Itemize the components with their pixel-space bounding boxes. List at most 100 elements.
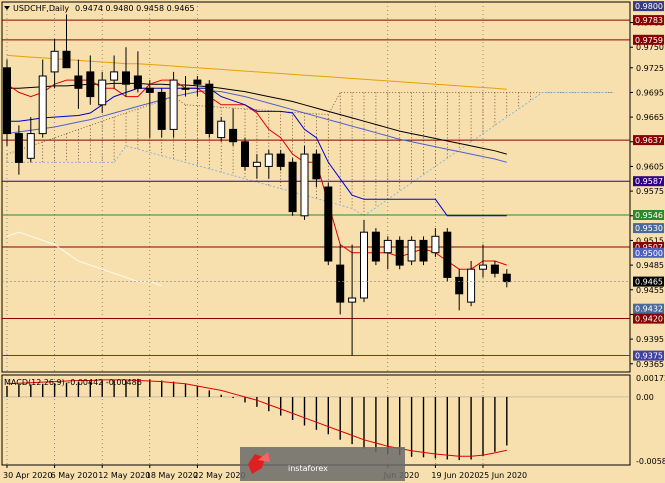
date-tick-label: 18 May 2020	[146, 471, 198, 480]
level-tag-box	[633, 210, 664, 220]
date-tick-label: 22 May 2020	[193, 471, 245, 480]
candle-body	[3, 67, 11, 135]
cloud-span-b	[7, 91, 614, 217]
level-tag-label: 0.9637	[635, 136, 663, 145]
candle-body	[217, 120, 226, 139]
price-tick-label: 0.9575	[636, 187, 664, 196]
level-tag-label: 0.9800	[635, 2, 663, 11]
ohlc-readout: 0.9474 0.9480 0.9458 0.9465	[75, 4, 195, 13]
ma-blue-line	[6, 90, 507, 163]
level-tag-box	[633, 223, 664, 234]
candles	[2, 14, 630, 356]
chikou-line	[6, 231, 162, 287]
candle-body	[74, 75, 83, 89]
candle-body	[157, 91, 166, 130]
price-tick-label: 0.9695	[636, 88, 664, 97]
candle-body	[38, 75, 47, 135]
symbol-label: USDCHF,Daily	[13, 4, 69, 13]
candle-body	[371, 231, 380, 262]
candle-body	[264, 153, 273, 167]
candle-body	[324, 186, 333, 262]
instaforex-logo-icon	[248, 452, 270, 474]
date-tick-label: 19 Jun 2020	[431, 471, 479, 480]
level-tag-box	[633, 1, 664, 12]
candle-body	[50, 50, 59, 73]
candle-body	[479, 264, 487, 270]
candle-body	[229, 128, 238, 143]
price-tick-label: 0.9725	[636, 64, 664, 73]
candle-body	[502, 273, 511, 283]
level-tag-box	[633, 34, 664, 45]
candle-body	[133, 75, 142, 89]
candle-body	[336, 264, 345, 303]
candle-body	[14, 133, 23, 163]
level-tag-label: 0.9783	[635, 16, 663, 25]
candle-body	[431, 235, 440, 254]
level-tag-box	[633, 276, 664, 287]
candle-body	[62, 50, 71, 69]
level-tags: 0.9800 0.9783 0.9759 0.9637 0.9587 0.9546 0.95…	[633, 1, 664, 361]
price-pane-frame	[1, 1, 631, 373]
candle-body	[490, 264, 499, 274]
candle-body	[241, 141, 249, 168]
level-tag-label: 0.9500	[635, 249, 663, 258]
grid	[6, 2, 484, 465]
price-tick-label: 0.9515	[636, 236, 664, 245]
candle-body	[383, 239, 392, 254]
ichimoku-cloud	[6, 91, 614, 217]
candle-body	[348, 297, 357, 303]
level-tag-box	[633, 242, 664, 252]
price-tick-label: 0.9485	[636, 261, 664, 270]
symbol-dropdown-icon[interactable]	[4, 6, 10, 10]
candle-body	[145, 87, 154, 93]
level-tag-label: 0.9420	[635, 315, 663, 324]
level-tag-box	[633, 15, 664, 26]
candle-body	[455, 276, 464, 295]
candle-body	[276, 153, 285, 167]
macd-signal-line	[6, 379, 507, 457]
candle-body	[26, 133, 35, 159]
candle-body	[395, 239, 404, 266]
candle-body	[86, 71, 95, 98]
candle-body	[98, 79, 107, 106]
candle-body	[205, 83, 214, 134]
macd-label: MACD(12,26,9) -0.00442 -0.00486	[4, 378, 142, 387]
candle-body	[252, 161, 261, 167]
date-tick-label: 25 Jun 2020	[479, 471, 527, 480]
level-tag-box	[633, 313, 664, 324]
level-tag-box	[633, 176, 664, 187]
macd-axis-label: -0.00585	[636, 457, 665, 466]
candle-body	[407, 239, 416, 262]
level-tag-box	[633, 247, 664, 258]
candle-body	[360, 231, 368, 299]
candle-body	[288, 161, 297, 213]
price-tick-label: 0.9665	[636, 113, 664, 122]
date-tick-label: 30 Apr 2020	[3, 471, 52, 480]
candle-body	[419, 239, 428, 262]
macd-pane: 0.00172 0.00 -0.00585	[2, 374, 665, 466]
level-tag-box	[633, 135, 664, 146]
candle-body	[110, 71, 119, 81]
candle-body	[181, 87, 190, 90]
candle-body	[443, 231, 452, 278]
macd-axis-label: 0.00	[636, 393, 654, 402]
level-tag-label: 0.9432	[635, 305, 663, 314]
instaforex-watermark: instaforex	[240, 447, 405, 481]
level-tag-label: 0.9587	[635, 177, 663, 186]
level-tag-box	[633, 350, 664, 361]
level-tag-box	[633, 303, 664, 314]
candle-body	[169, 79, 178, 130]
candle-body	[122, 71, 130, 85]
cloud-span-a	[6, 92, 614, 155]
date-tick-label: 12 May 2020	[98, 471, 150, 480]
kijun-line	[7, 87, 507, 217]
price-tick-label: 0.9395	[636, 335, 664, 344]
level-tag-label: 0.9546	[635, 211, 663, 220]
price-tick-label: 0.9605	[636, 162, 664, 171]
level-tag-label: 0.9375	[635, 352, 663, 361]
candle-body	[312, 153, 321, 180]
price-tick-label: 0.9365	[636, 360, 664, 369]
horizontal-levels	[2, 19, 630, 357]
